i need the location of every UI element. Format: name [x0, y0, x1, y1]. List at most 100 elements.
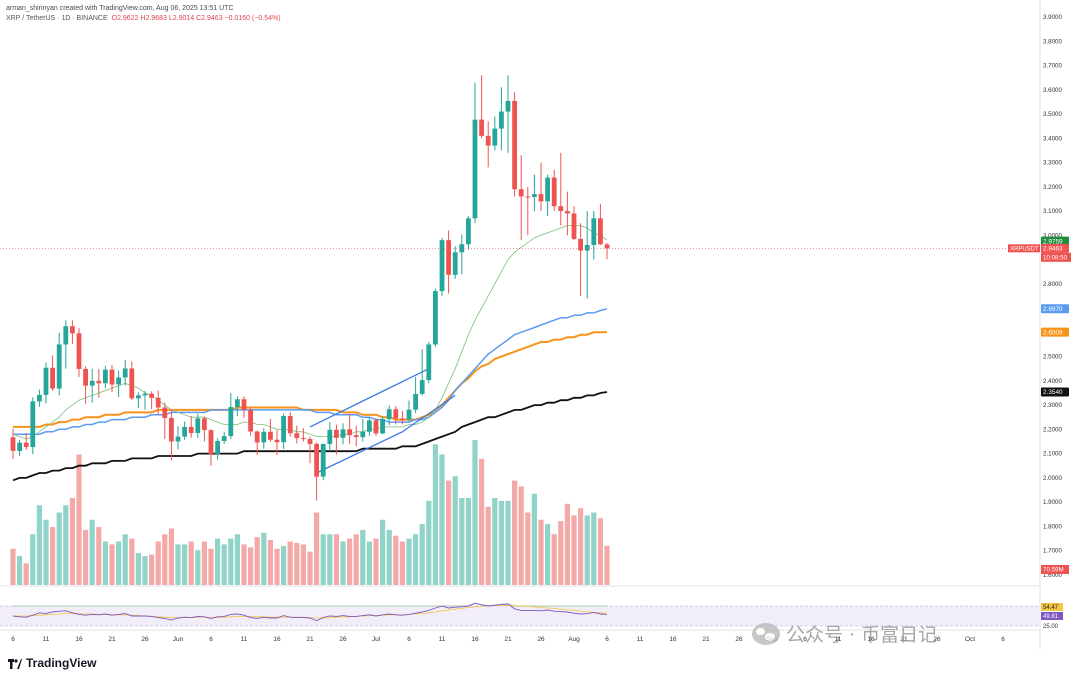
- volume-bar: [578, 508, 584, 585]
- volume-bar: [228, 538, 234, 585]
- volume-bar: [446, 480, 452, 585]
- candle-body: [499, 111, 504, 129]
- x-tick-label: 16: [867, 636, 875, 643]
- y-tick-label: 2.5000: [1043, 354, 1062, 361]
- candle-body: [551, 177, 557, 207]
- volume-bar: [234, 534, 240, 585]
- volume-bar: [340, 541, 346, 585]
- candle-body: [30, 401, 36, 448]
- volume-bar: [327, 534, 333, 585]
- y-tick-label: 3.1000: [1043, 208, 1062, 215]
- candle-body: [235, 399, 240, 408]
- volume-bar: [571, 515, 577, 585]
- candle-body: [433, 291, 438, 345]
- author-line: arman_shirinyan created with TradingView…: [6, 5, 234, 12]
- candle-body: [208, 430, 214, 455]
- x-tick-label: Aug: [568, 636, 580, 643]
- price-label-bg: [1041, 327, 1069, 337]
- volume-bar: [419, 524, 425, 585]
- volume-bar: [485, 506, 491, 585]
- candle-body: [518, 189, 524, 197]
- candle-body: [538, 194, 544, 202]
- candle-body: [215, 440, 220, 455]
- trendline: [316, 431, 403, 474]
- rsi-level-label: 25.00: [1043, 624, 1059, 630]
- y-tick-label: 2.8000: [1043, 281, 1062, 288]
- volume-bar: [300, 544, 306, 585]
- volume-bar: [465, 498, 471, 585]
- volume-bar: [393, 535, 399, 585]
- candle-body: [571, 213, 577, 239]
- ma-black-line: [12, 391, 608, 482]
- x-tick-label: 21: [306, 636, 314, 643]
- candle-body: [426, 344, 432, 381]
- symbol-tag-text: XRPUSDT: [1010, 246, 1039, 252]
- candle-body: [142, 393, 148, 396]
- candle-body: [43, 367, 49, 395]
- change-value: −0.0160 (−0.54%): [224, 15, 281, 22]
- candle-body: [116, 377, 121, 385]
- candle-body: [334, 429, 339, 438]
- candle-body: [558, 206, 564, 212]
- price-label-text: 2.6970: [1043, 306, 1063, 313]
- volume-bar: [538, 519, 544, 585]
- volume-bar: [96, 527, 102, 585]
- rsi-label-bg: [1041, 612, 1063, 620]
- price-label-text: 2.9463: [1043, 246, 1063, 253]
- candle-body: [373, 420, 379, 434]
- volume-bar: [459, 498, 465, 585]
- candle-body: [367, 420, 372, 432]
- volume-bar: [545, 524, 551, 585]
- rsi-ma-label: 54.47: [1043, 605, 1059, 611]
- trendline: [402, 394, 456, 433]
- price-label-bg: [1041, 304, 1069, 314]
- tradingview-logo-text: TradingView: [26, 656, 97, 670]
- volume-bar: [584, 515, 590, 585]
- candle-body: [439, 240, 445, 292]
- y-tick-label: 3.6000: [1043, 87, 1062, 94]
- y-tick-label: 3.9000: [1043, 14, 1062, 21]
- x-tick-label: 16: [471, 636, 479, 643]
- volume-bar: [281, 545, 287, 585]
- volume-bar: [89, 519, 95, 585]
- candle-body: [76, 333, 82, 369]
- chart-canvas[interactable]: 3.9000 3.8000 3.7000 3.6000 3.5000 3.4000 3.30…: [0, 0, 1080, 650]
- volume-bar: [426, 500, 432, 585]
- volume-bar: [307, 551, 313, 585]
- volume-bar: [399, 541, 405, 585]
- x-tick-label: 26: [339, 636, 347, 643]
- y-tick-label: 3.3000: [1043, 160, 1062, 167]
- x-tick-label: 6: [1001, 636, 1005, 643]
- volume-bar: [525, 512, 531, 585]
- volume-bar: [353, 534, 359, 585]
- ma-green-line: [12, 225, 608, 440]
- high-value: H2.9683: [140, 15, 167, 22]
- candle-body: [386, 409, 392, 420]
- volume-bar: [267, 540, 273, 585]
- volume-bar: [56, 512, 62, 585]
- y-tick-label: 3.7000: [1043, 63, 1062, 70]
- x-tick-label: 26: [141, 636, 149, 643]
- volume-bar: [201, 541, 207, 585]
- tradingview-logo[interactable]: TradingView: [8, 656, 96, 670]
- countdown-bg: [1041, 252, 1071, 262]
- candle-body: [314, 443, 319, 477]
- x-tick-label: 26: [933, 636, 941, 643]
- candle-body: [23, 442, 29, 448]
- y-tick-label: 1.6000: [1043, 572, 1062, 579]
- symbol-title[interactable]: XRP / TetherUS · 1D · BINANCE: [6, 15, 108, 22]
- x-tick-label: 6: [11, 636, 15, 643]
- chart-header: arman_shirinyan created with TradingView…: [6, 4, 281, 24]
- candle-body: [149, 393, 154, 398]
- y-tick-label: 3.0000: [1043, 232, 1062, 239]
- candle-body: [89, 380, 95, 386]
- candle-body: [512, 100, 517, 190]
- price-label-bg: [1041, 236, 1069, 246]
- candle-body: [122, 368, 128, 378]
- volume-bar: [76, 454, 82, 585]
- volume-bar: [142, 556, 148, 585]
- volume-bar: [479, 458, 485, 585]
- price-label-bg: [1041, 243, 1069, 253]
- candle-body: [175, 436, 181, 442]
- candle-body: [182, 426, 187, 437]
